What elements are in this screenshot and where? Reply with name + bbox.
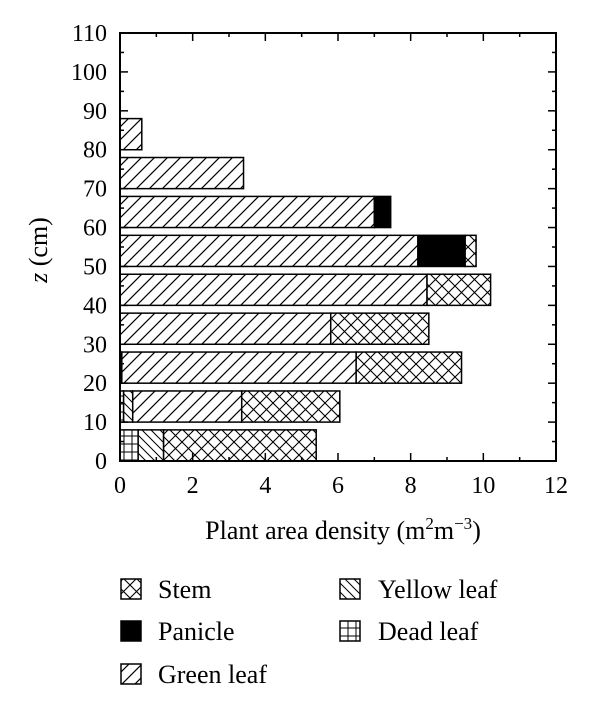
y-tick-label-30: 30 [83,332,107,358]
legend-label-dead-leaf: Dead leaf [378,617,479,646]
bar-stem-z50 [464,234,477,268]
bar-stem-z10 [240,390,341,423]
y-tick-label-40: 40 [83,293,107,319]
x-tick-label-12: 12 [544,473,568,499]
bar-green-leaf-z80 [119,117,143,151]
legend-label-green-leaf: Green leaf [158,660,267,689]
axis-ticks: 0 2 4 6 8 10 12 0 10 20 30 40 50 60 70 80 90 100 110 [71,21,568,499]
x-tick-label-10: 10 [471,473,495,499]
legend-swatch-yellow-leaf [339,578,361,600]
y-tick-label-80: 80 [83,138,107,164]
y-tick-label-100: 100 [71,60,107,86]
bar-green-leaf-z60 [119,195,376,229]
x-tick-label-0: 0 [114,473,126,499]
x-tick-label-2: 2 [187,473,199,499]
bar-stem-z0 [162,429,317,462]
bar-yellow-leaf-z10 [122,390,134,423]
x-tick-label-4: 4 [259,473,271,499]
y-tick-label-90: 90 [83,99,107,125]
x-tick-label-8: 8 [405,473,417,499]
y-tick-label-20: 20 [83,371,107,397]
bar-yellow-leaf-z0 [137,429,165,462]
bar-green-leaf-z40 [119,273,428,307]
legend-swatch-dead-leaf [339,620,361,642]
bar-panicle-z60 [373,195,392,229]
bar-green-leaf-z20 [121,351,357,384]
legend-item-panicle: Panicle [120,617,235,646]
y-axis-label: z (cm) [24,217,53,284]
bar-green-leaf-z50 [119,234,419,268]
legend-item-green-leaf: Green leaf [120,660,267,689]
bar-stem-z20 [355,351,463,384]
legend-item-yellow-leaf: Yellow leaf [339,575,498,604]
y-tick-label-110: 110 [72,21,107,47]
bar-green-leaf-z10 [131,390,243,423]
y-tick-label-10: 10 [83,410,107,436]
legend-item-dead-leaf: Dead leaf [339,617,479,646]
legend-item-stem: Stem [120,575,211,604]
x-axis-label: Plant area density (m2m−3) [205,514,481,545]
legend-label-panicle: Panicle [158,617,235,646]
legend-swatch-stem [120,578,142,600]
x-tick-label-6: 6 [332,473,344,499]
bars-layer [119,117,492,462]
bar-stem-z30 [329,312,430,346]
bar-green-leaf-z30 [119,312,332,346]
legend-swatch-panicle [120,620,142,642]
legend: Stem Yellow leaf Panicle Dead leaf Green… [120,575,498,689]
y-tick-label-0: 0 [95,449,107,475]
bar-dead-leaf-z0 [119,429,139,462]
y-tick-label-70: 70 [83,177,107,203]
legend-swatch-green-leaf [120,663,142,685]
bar-panicle-z50 [417,234,466,268]
bar-green-leaf-z70 [119,156,245,190]
y-tick-label-60: 60 [83,216,107,242]
legend-label-stem: Stem [158,575,211,604]
legend-label-yellow-leaf: Yellow leaf [378,575,498,604]
y-tick-label-50: 50 [83,254,107,280]
bar-stem-z40 [426,273,492,307]
